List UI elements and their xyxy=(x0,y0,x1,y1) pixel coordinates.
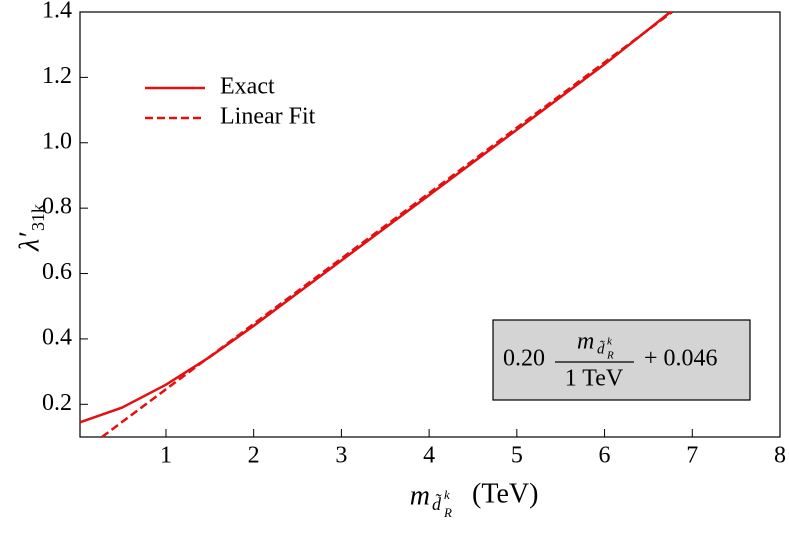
annotation-denominator: 1 TeV xyxy=(565,366,624,392)
x-tick-label: 8 xyxy=(774,443,786,469)
series-line xyxy=(101,10,673,439)
y-tick-label: 1.2 xyxy=(42,63,72,89)
y-tick-label: 0.2 xyxy=(42,390,72,416)
x-label-unit: (TeV) xyxy=(472,478,538,509)
x-label-symbol: m xyxy=(410,480,430,511)
legend-label: Exact xyxy=(220,74,275,100)
y-label-symbol: λ′ xyxy=(14,232,45,252)
legend-label: Linear Fit xyxy=(220,104,316,130)
annotation-coefficient: 0.20 xyxy=(503,346,545,372)
x-label-sup: k xyxy=(444,487,450,502)
annotation-numerator-subsub: R xyxy=(606,350,614,362)
y-tick-label: 1.0 xyxy=(42,128,72,154)
y-tick-label: 0.8 xyxy=(42,194,72,220)
x-tick-label: 3 xyxy=(335,443,347,469)
x-label-sub: d̃ xyxy=(432,493,442,514)
annotation-numerator: m xyxy=(577,329,594,355)
x-tick-label: 5 xyxy=(511,443,523,469)
plot-frame xyxy=(79,11,781,438)
x-label-subsub: R xyxy=(443,505,452,520)
x-tick-label: 2 xyxy=(248,443,260,469)
y-label: λ′ 31k xyxy=(14,204,48,252)
annotation-numerator-sup: k xyxy=(607,336,613,348)
annotation-box xyxy=(492,319,751,401)
x-tick-label: 1 xyxy=(160,443,172,469)
x-tick-label: 7 xyxy=(686,443,698,469)
annotation-offset: + 0.046 xyxy=(644,346,718,372)
y-tick-label: 0.4 xyxy=(42,324,72,350)
annotation-numerator-sub: d̃ xyxy=(597,340,605,357)
x-tick-label: 4 xyxy=(423,443,435,469)
y-tick-label: 0.6 xyxy=(42,259,72,285)
x-tick-label: 6 xyxy=(599,443,611,469)
series-line xyxy=(79,11,672,424)
y-tick-label: 1.4 xyxy=(42,0,72,24)
y-label-sub: 31k xyxy=(28,204,48,231)
